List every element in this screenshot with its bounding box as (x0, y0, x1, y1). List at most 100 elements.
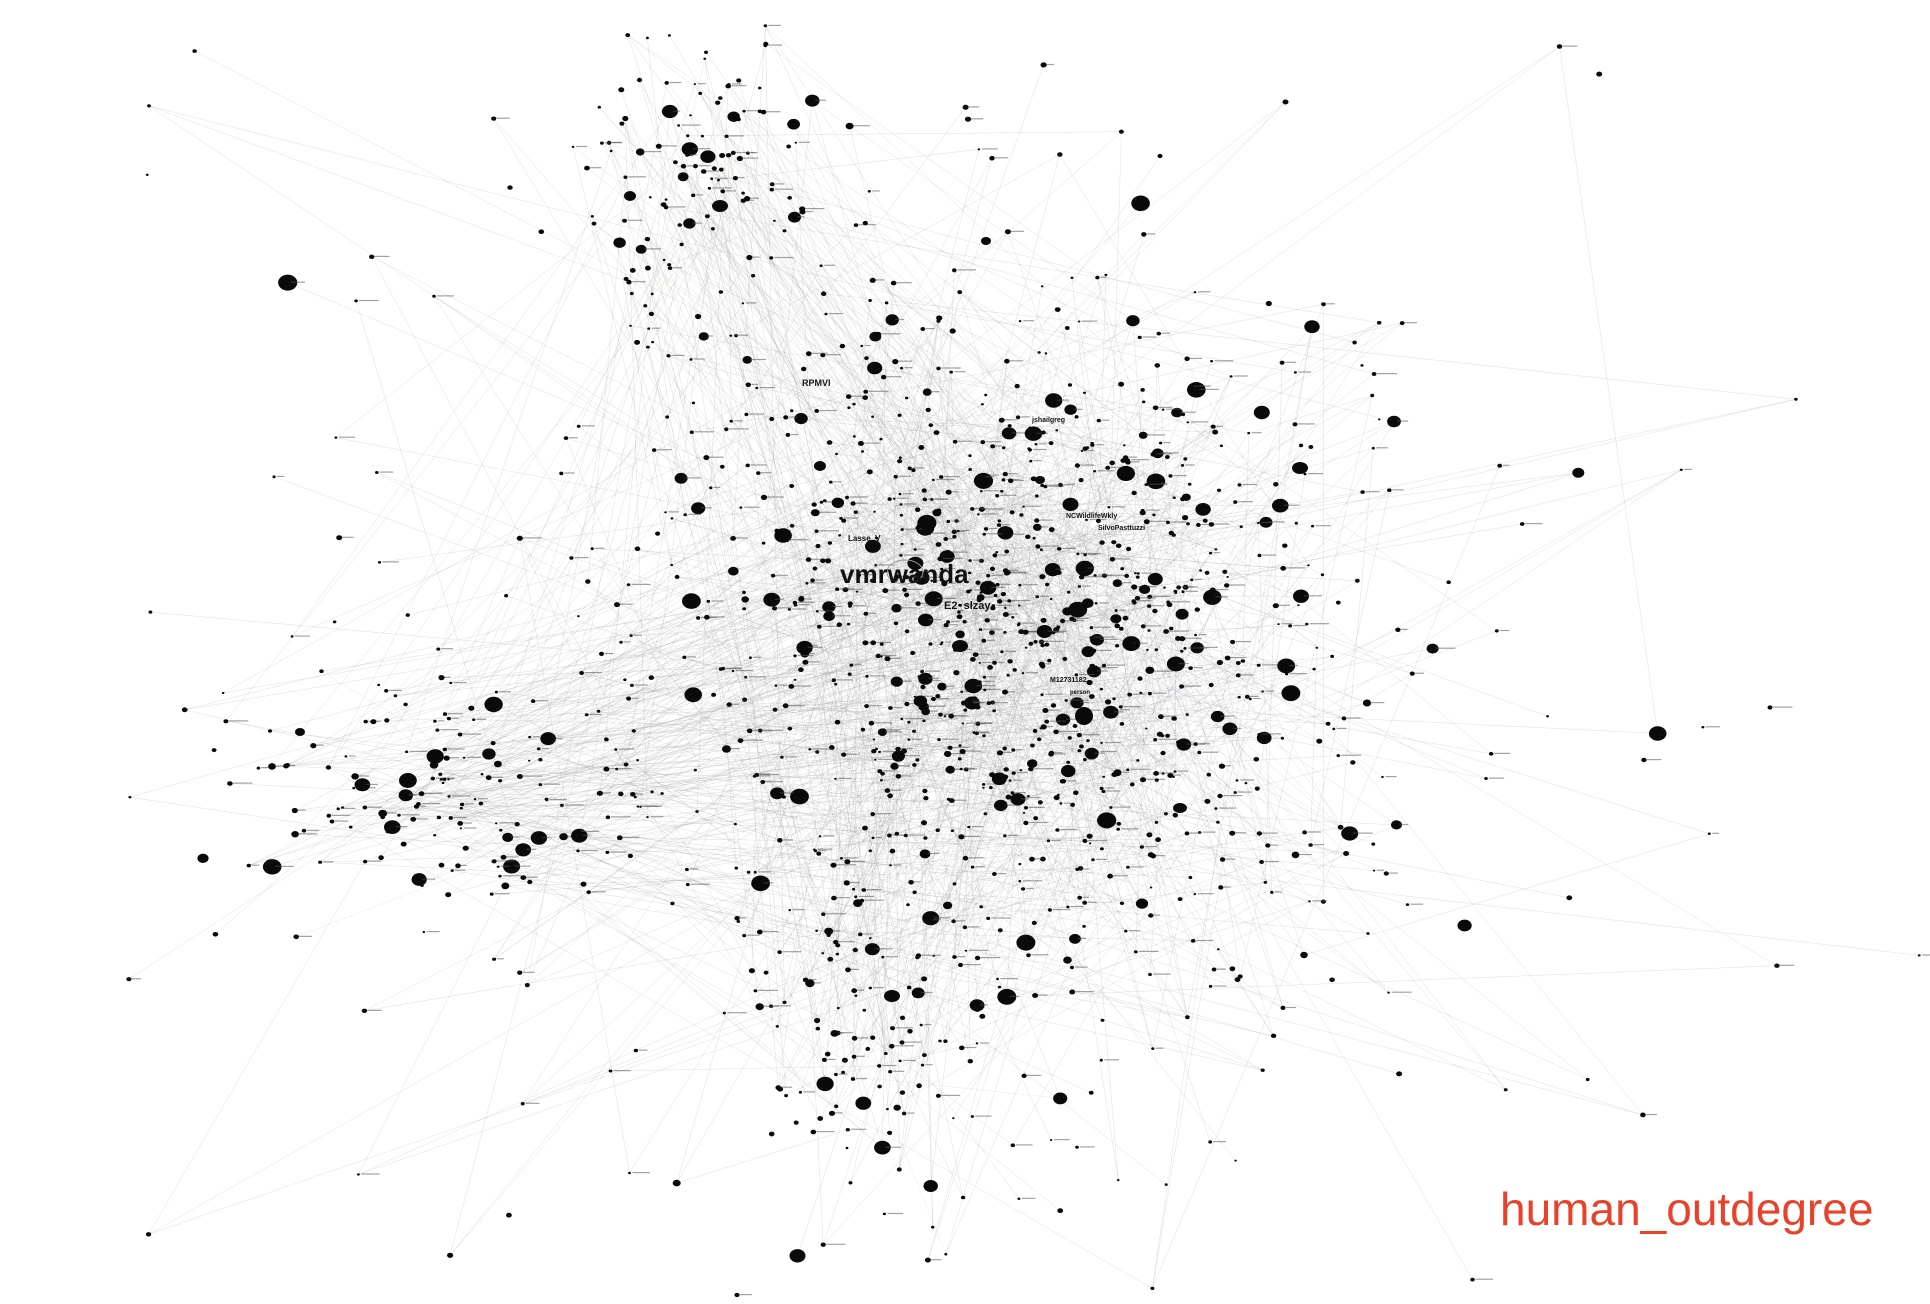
node-label-mark-1180 (1261, 733, 1281, 735)
edge-1259 (493, 118, 836, 685)
node-316 (823, 611, 835, 622)
edge-614 (977, 582, 1069, 908)
edge-946 (624, 220, 870, 473)
edge-536 (962, 624, 1019, 752)
node-617 (1116, 821, 1122, 826)
node-1447 (1229, 966, 1236, 972)
node-380 (746, 728, 753, 734)
edge-1100 (850, 523, 1189, 1183)
edge-939 (1021, 460, 1124, 632)
edge-1207 (416, 178, 736, 807)
node-818 (571, 145, 575, 148)
node-1200 (1214, 807, 1218, 810)
node-label-mark-1186 (1153, 973, 1171, 975)
edge-489 (434, 835, 923, 1066)
node-1411 (998, 417, 1005, 423)
edge-1375 (922, 328, 1473, 1280)
node-1144 (1409, 671, 1415, 676)
edge-53 (1041, 641, 1123, 904)
node-label-mark-428 (1214, 523, 1229, 525)
node-796 (662, 258, 666, 262)
edge-362 (710, 487, 830, 608)
edge-467 (342, 460, 1031, 808)
edge-521 (977, 854, 1151, 959)
node-525 (742, 607, 747, 611)
edge-769 (498, 698, 1251, 867)
node-label-mark-182 (957, 530, 966, 532)
edge-516 (676, 328, 923, 1184)
node-807 (799, 206, 806, 212)
edge-1171 (828, 616, 886, 1054)
edge-580 (977, 824, 1397, 1006)
node-label-silvo: SilvoPasttuzzi (1098, 525, 1145, 532)
edge-714 (700, 93, 1086, 841)
node-868 (636, 805, 640, 808)
node-612 (1137, 335, 1142, 340)
node-label-mark-476 (1080, 552, 1101, 555)
edge-958 (652, 184, 773, 295)
node-1227 (1154, 820, 1159, 824)
edge-785 (148, 105, 1395, 422)
edge-1159 (954, 827, 1341, 885)
node-1024 (793, 1120, 799, 1125)
edge-492 (874, 330, 953, 369)
edge-721 (805, 649, 1148, 981)
node-label-mark-516 (961, 529, 970, 532)
node-466 (1142, 400, 1146, 404)
edge-431 (950, 747, 1119, 830)
node-357 (838, 534, 842, 537)
edge-759 (434, 198, 748, 836)
edge-1181 (382, 337, 1140, 814)
edge-1260 (679, 224, 899, 757)
node-label-mark-1405 (1499, 629, 1510, 632)
edge-77 (922, 361, 1008, 1066)
node-1361 (1387, 488, 1392, 493)
edge-373 (493, 593, 1004, 960)
edge-1362 (889, 769, 1128, 836)
node-1494 (1470, 1277, 1475, 1282)
edge-1281 (853, 503, 1138, 643)
edge-147 (625, 118, 686, 515)
node-1010 (924, 1257, 931, 1263)
node-364 (1095, 275, 1100, 280)
node-1219 (1134, 596, 1141, 601)
edge-966 (493, 328, 923, 960)
edge-320 (733, 465, 1183, 572)
node-870 (197, 853, 209, 863)
node-258 (1009, 510, 1015, 515)
node-280 (967, 825, 971, 829)
edge-995 (900, 321, 939, 505)
edge-459 (783, 542, 831, 798)
edge-197 (639, 79, 1069, 908)
node-1174 (1229, 830, 1236, 836)
node-1479 (1257, 553, 1262, 558)
node-8 (1172, 812, 1179, 818)
edge-129 (321, 671, 465, 758)
edge-415 (627, 35, 909, 905)
edge-883 (945, 708, 1111, 1255)
node-440 (1018, 583, 1022, 587)
edge-289 (1149, 596, 1159, 840)
edge-300 (452, 870, 1073, 968)
edge-1316 (529, 320, 939, 883)
node-141 (709, 486, 713, 490)
node-1017 (952, 955, 957, 959)
node-label-mark-1357 (981, 513, 998, 515)
edge-193 (1282, 469, 1682, 739)
node-label-mark-382 (1216, 425, 1223, 427)
node-624 (763, 592, 781, 607)
node-label-mark-1364 (903, 1059, 916, 1062)
edge-511 (1014, 669, 1492, 754)
node-label-mark-1417 (580, 830, 600, 832)
node-1438 (894, 831, 899, 836)
node-331 (1126, 546, 1132, 552)
edge-775 (771, 568, 993, 600)
node-label-mark-613 (1142, 336, 1157, 338)
node-1159 (1230, 723, 1234, 727)
node-1458 (1141, 232, 1147, 237)
node-label-person: person (1070, 690, 1090, 696)
node-1408 (1062, 607, 1073, 616)
node-510 (1176, 585, 1182, 590)
node-label-mark-811 (686, 165, 695, 167)
node-159 (805, 557, 812, 562)
